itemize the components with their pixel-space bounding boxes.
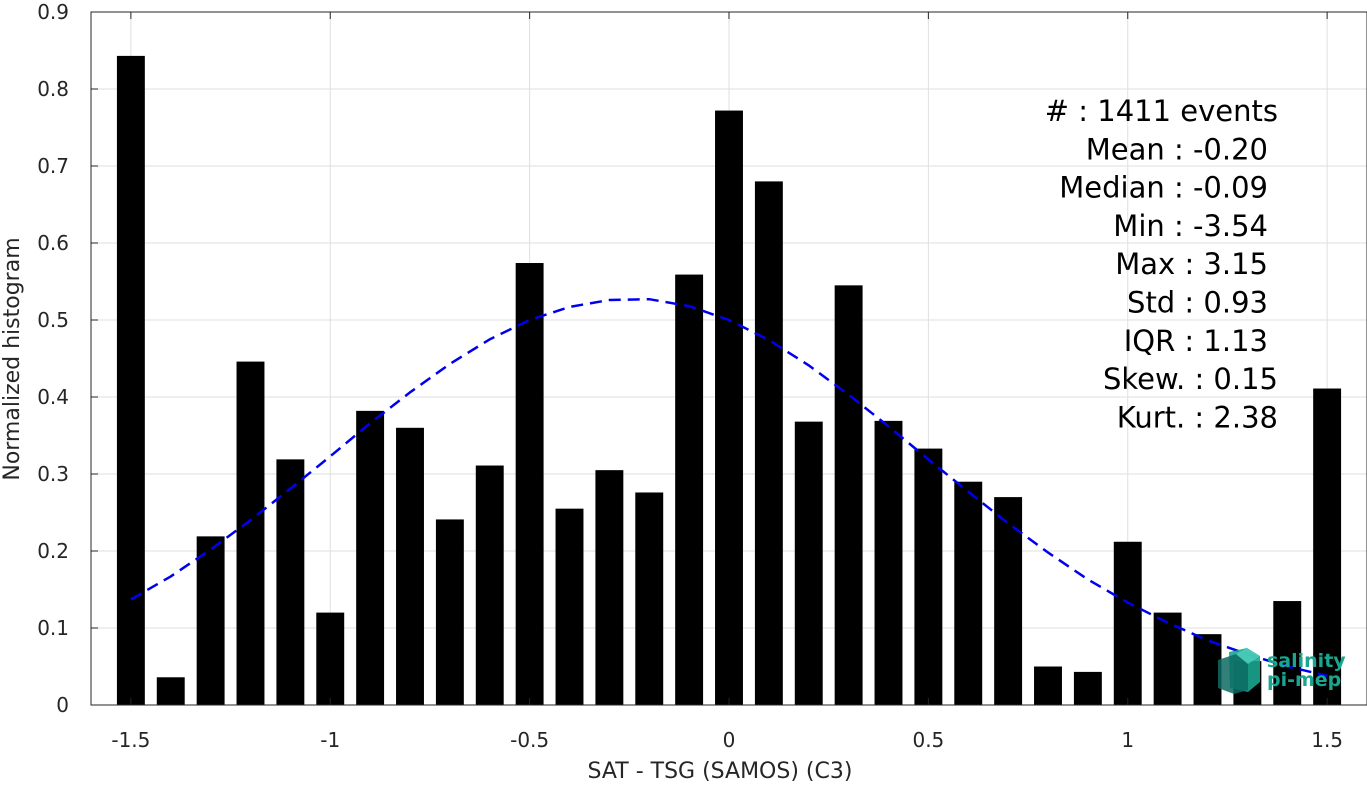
histogram-bar — [1193, 634, 1222, 705]
bars — [116, 55, 1342, 705]
histogram-bar — [834, 285, 863, 705]
histogram-bar — [1073, 671, 1102, 705]
stat-line: Skew. : 0.15 — [1103, 362, 1278, 396]
x-axis-title: SAT - TSG (SAMOS) (C3) — [588, 759, 853, 784]
statistics-box: # : 1411 events Mean : -0.20 Median : -0.0… — [1045, 94, 1278, 434]
histogram-bar — [196, 536, 225, 705]
y-tick-label: 0.2 — [37, 539, 69, 563]
y-tick-label: 0.5 — [37, 308, 69, 332]
y-tick-label: 0 — [56, 693, 69, 717]
gaussian-fit-curve — [130, 297, 1328, 677]
stat-line: Std : 0.93 — [1127, 286, 1268, 320]
y-tick-label: 0.1 — [37, 616, 69, 640]
x-tick-label: -1.5 — [111, 728, 150, 752]
histogram-bar — [156, 677, 185, 705]
histogram-bar — [914, 448, 943, 705]
y-tick-label: 0.6 — [37, 231, 69, 255]
stat-line: # : 1411 events — [1045, 94, 1278, 128]
histogram-bar — [555, 508, 584, 705]
y-axis-title: Normalized histogram — [0, 237, 25, 480]
histogram-bar — [316, 612, 345, 705]
histogram-bar — [994, 497, 1023, 705]
y-axis-ticks: 0 0.1 0.2 0.3 0.4 0.5 0.6 0.7 0.8 0.9 — [37, 0, 98, 717]
histogram-bar — [276, 459, 305, 705]
x-tick-label: 1 — [1121, 728, 1134, 752]
stat-line: Kurt. : 2.38 — [1117, 400, 1278, 434]
x-tick-label: -1 — [320, 728, 340, 752]
logo-line1: salinity — [1267, 650, 1346, 672]
y-tick-label: 0.9 — [37, 0, 69, 24]
logo-line2: pi-mep — [1267, 669, 1341, 691]
salinity-pi-mep-logo: salinity pi-mep — [1218, 648, 1346, 694]
histogram-bar — [475, 465, 504, 705]
histogram-bar — [1034, 666, 1062, 705]
stat-line: Median : -0.09 — [1059, 171, 1268, 205]
y-tick-label: 0.4 — [37, 385, 69, 409]
histogram-bar — [1273, 601, 1302, 705]
histogram-bar — [794, 421, 823, 705]
cube-icon — [1218, 648, 1260, 694]
stat-line: IQR : 1.13 — [1124, 324, 1268, 358]
stat-line: Min : -3.54 — [1113, 209, 1268, 243]
y-tick-label: 0.8 — [37, 77, 69, 101]
x-axis-ticks: -1.5 -1 -0.5 0 0.5 1 1.5 — [111, 12, 1343, 752]
histogram-bar — [874, 420, 903, 705]
histogram-bar — [116, 55, 145, 705]
x-tick-label: 0 — [723, 728, 736, 752]
histogram-bar — [515, 263, 544, 705]
histogram-bar — [635, 492, 664, 705]
histogram-bar — [1113, 541, 1142, 705]
histogram-bar — [435, 519, 464, 705]
histogram-bar — [396, 427, 424, 705]
x-tick-label: 1.5 — [1311, 728, 1343, 752]
stat-line: Mean : -0.20 — [1086, 132, 1268, 166]
histogram-bar — [675, 274, 704, 705]
y-tick-label: 0.3 — [37, 462, 69, 486]
x-tick-label: -0.5 — [510, 728, 549, 752]
histogram-bar — [595, 470, 624, 705]
stat-line: Max : 3.15 — [1115, 247, 1268, 281]
x-tick-label: 0.5 — [912, 728, 944, 752]
y-tick-label: 0.7 — [37, 154, 69, 178]
histogram-bar — [954, 481, 983, 705]
histogram-bar — [236, 361, 265, 705]
histogram-bar — [1313, 388, 1342, 705]
histogram-bar — [754, 181, 783, 705]
histogram-bar — [715, 110, 743, 705]
histogram-bar — [356, 410, 385, 705]
